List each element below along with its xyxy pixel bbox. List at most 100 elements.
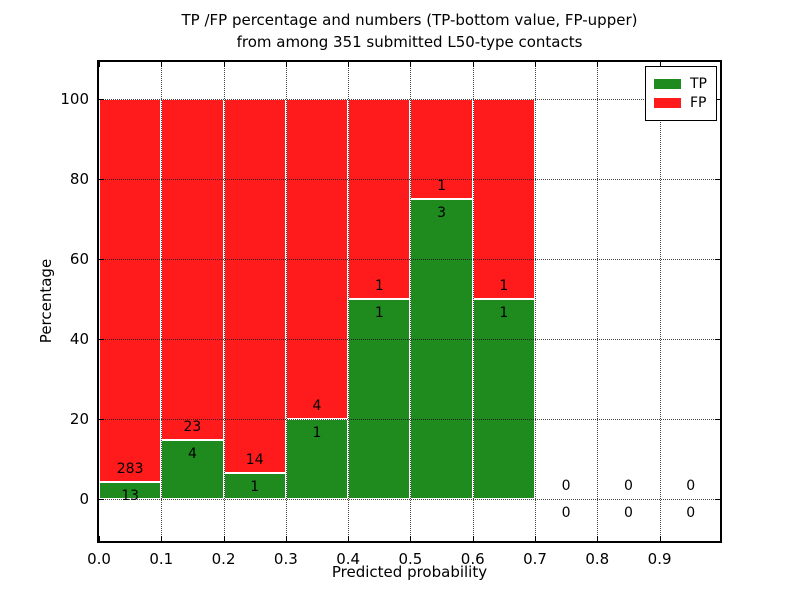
tp-count-label: 3 [437, 204, 447, 221]
fp-count-label: 0 [623, 478, 633, 495]
x-tick-mark [99, 536, 100, 541]
x-tick-mark [535, 62, 536, 67]
x-gridline [472, 62, 474, 541]
tp-bar-segment [472, 299, 535, 500]
x-gridline [597, 62, 599, 541]
fp-bar-segment [161, 98, 224, 440]
x-tick-mark [659, 536, 661, 541]
y-tick-label: 80 [69, 169, 89, 188]
fp-count-label: 0 [686, 478, 696, 495]
tp-bar-segment [161, 440, 224, 500]
x-tick-mark [597, 536, 599, 541]
x-tick-label: 0.0 [87, 550, 111, 568]
y-gridline [99, 339, 720, 341]
x-tick-mark [99, 62, 100, 67]
x-tick-label: 0.8 [585, 550, 610, 568]
y-gridline [99, 98, 720, 100]
fp-legend-label: FP [690, 95, 707, 111]
tp-count-label: 0 [686, 505, 696, 522]
x-gridline [348, 62, 350, 541]
x-tick-mark [597, 62, 599, 67]
fp-count-label: 4 [312, 398, 322, 415]
plot-area: TP FP 283 13 23 4 14 1 4 1 1 1 1 3 1 1 0 0 0 0 0 0 0.0 0.1 0.2… [60, 60, 722, 568]
x-tick-mark [223, 62, 225, 67]
fp-count-label: 14 [245, 451, 264, 468]
legend-item-fp: FP [654, 95, 707, 111]
x-tick-mark [472, 62, 474, 67]
fp-count-label: 23 [183, 419, 202, 435]
fp-count-label: 1 [374, 278, 384, 295]
fp-count-label: 1 [437, 177, 447, 194]
legend-item-tp: TP [654, 76, 707, 92]
chart-title-line1: TP /FP percentage and numbers (TP-bottom… [181, 11, 638, 29]
x-tick-mark [659, 62, 661, 67]
y-tick-mark [99, 499, 104, 501]
x-gridline [410, 62, 412, 541]
x-gridline [161, 62, 163, 541]
y-axis-label: Percentage [37, 258, 55, 344]
x-gridline [659, 62, 661, 541]
y-tick-label: 20 [69, 410, 89, 429]
y-tick-mark [715, 499, 720, 501]
x-tick-label: 0.9 [647, 550, 672, 568]
fp-count-label: 0 [561, 478, 571, 495]
y-gridline [99, 178, 720, 180]
tp-legend-label: TP [690, 76, 707, 92]
fp-bar-segment [348, 98, 411, 300]
tp-count-label: 1 [312, 425, 322, 442]
tp-count-label: 13 [121, 487, 140, 504]
fp-bar-segment [223, 98, 286, 473]
y-tick-mark [99, 339, 104, 341]
y-tick-mark [99, 178, 104, 180]
y-gridline [99, 259, 720, 261]
x-tick-mark [285, 62, 287, 67]
x-gridline [223, 62, 225, 541]
fp-bar-segment [99, 98, 162, 482]
tp-count-label: 4 [187, 446, 197, 462]
legend: TP FP [645, 66, 717, 121]
y-tick-mark [715, 259, 720, 261]
x-tick-label: 0.2 [211, 550, 236, 568]
tp-bar-segment [410, 198, 473, 500]
y-tick-mark [715, 419, 720, 421]
x-tick-mark [161, 62, 163, 67]
y-tick-label: 60 [69, 250, 89, 269]
x-tick-mark [535, 536, 536, 541]
y-tick-mark [715, 339, 720, 341]
tp-count-label: 1 [499, 305, 509, 322]
tp-count-label: 0 [623, 505, 633, 522]
x-tick-label: 0.4 [336, 550, 361, 568]
fp-legend-swatch [654, 98, 681, 108]
x-tick-mark [472, 536, 474, 541]
tp-count-label: 0 [561, 505, 571, 522]
y-gridline [99, 419, 720, 421]
x-tick-mark [161, 536, 163, 541]
x-gridline [285, 62, 287, 541]
chart-title-line2: from among 351 submitted L50-type contac… [236, 33, 583, 51]
x-gridline [535, 62, 536, 541]
x-tick-mark [410, 536, 412, 541]
fp-count-label: 283 [116, 460, 144, 477]
tp-bar-segment [348, 299, 411, 500]
x-tick-mark [285, 536, 287, 541]
y-tick-mark [715, 98, 720, 100]
y-tick-label: 0 [79, 490, 89, 509]
tp-count-label: 1 [374, 305, 384, 322]
y-tick-label: 100 [60, 89, 89, 108]
y-tick-mark [99, 419, 104, 421]
y-tick-mark [99, 98, 104, 100]
tp-bar-segment [223, 472, 286, 500]
x-tick-label: 0.7 [523, 550, 547, 568]
tp-count-label: 1 [250, 478, 260, 495]
x-tick-mark [348, 536, 350, 541]
x-tick-label: 0.6 [460, 550, 485, 568]
y-tick-mark [99, 259, 104, 261]
tp-legend-swatch [654, 79, 681, 89]
x-tick-mark [410, 62, 412, 67]
y-tick-mark [715, 178, 720, 180]
x-tick-label: 0.3 [273, 550, 298, 568]
fp-count-label: 1 [499, 278, 509, 295]
x-tick-mark [223, 536, 225, 541]
fp-bar-segment [472, 98, 535, 300]
